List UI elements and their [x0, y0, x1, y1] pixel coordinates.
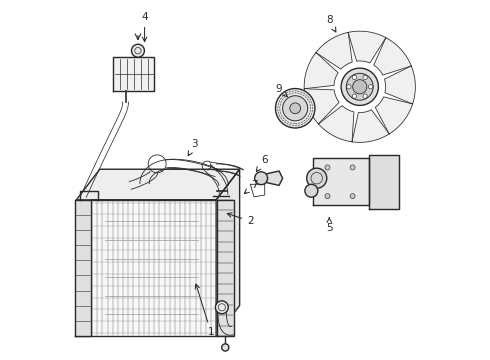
Circle shape	[346, 73, 373, 100]
Polygon shape	[352, 110, 389, 142]
Circle shape	[353, 80, 367, 94]
Circle shape	[290, 103, 300, 114]
Text: 3: 3	[188, 139, 198, 156]
Polygon shape	[304, 89, 339, 124]
Text: 1: 1	[195, 284, 214, 337]
Circle shape	[131, 44, 145, 57]
Circle shape	[363, 75, 368, 80]
Polygon shape	[316, 32, 352, 69]
Polygon shape	[385, 66, 416, 104]
Circle shape	[307, 168, 327, 188]
Circle shape	[283, 96, 308, 121]
Circle shape	[350, 194, 355, 199]
Polygon shape	[113, 57, 154, 91]
Circle shape	[341, 68, 378, 105]
Circle shape	[216, 301, 228, 314]
Text: 8: 8	[326, 15, 336, 32]
Circle shape	[325, 194, 330, 199]
Circle shape	[347, 85, 351, 89]
Text: 9: 9	[276, 84, 287, 97]
Polygon shape	[263, 171, 283, 185]
Polygon shape	[216, 169, 240, 336]
Circle shape	[363, 94, 368, 98]
Text: 5: 5	[326, 218, 333, 233]
Circle shape	[352, 94, 357, 98]
Polygon shape	[313, 158, 368, 205]
Polygon shape	[304, 53, 338, 89]
Text: 4: 4	[141, 12, 148, 42]
Polygon shape	[76, 169, 240, 200]
Circle shape	[255, 172, 268, 185]
Circle shape	[221, 344, 229, 351]
Polygon shape	[368, 155, 399, 209]
Circle shape	[352, 75, 357, 80]
Polygon shape	[348, 31, 386, 63]
Polygon shape	[217, 200, 234, 336]
Polygon shape	[375, 97, 413, 134]
Circle shape	[350, 165, 355, 170]
Circle shape	[368, 85, 373, 89]
Circle shape	[305, 184, 318, 197]
Text: 7: 7	[245, 180, 257, 194]
Text: 2: 2	[227, 213, 254, 226]
Circle shape	[325, 165, 330, 170]
Polygon shape	[76, 200, 216, 336]
Polygon shape	[374, 38, 411, 75]
Circle shape	[275, 89, 315, 128]
Polygon shape	[74, 200, 91, 336]
Text: 6: 6	[256, 155, 268, 171]
Polygon shape	[318, 105, 354, 142]
